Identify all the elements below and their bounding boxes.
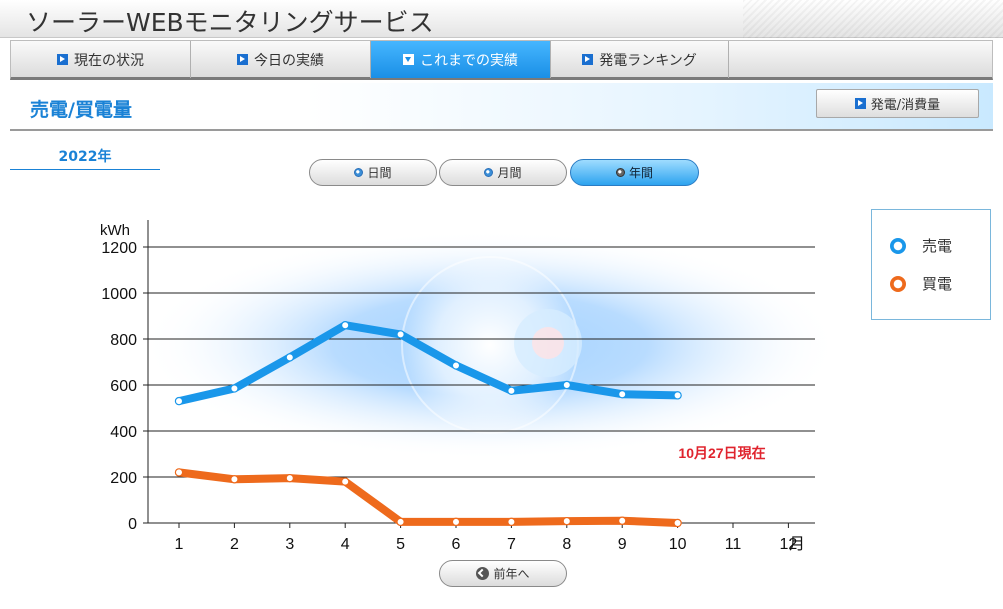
y-tick-label: 1000 bbox=[101, 286, 137, 303]
button-label: 前年へ bbox=[493, 567, 530, 581]
y-tick-label: 600 bbox=[110, 378, 137, 395]
data-point bbox=[507, 386, 516, 395]
period-daily-button[interactable]: 日間 bbox=[309, 159, 437, 186]
tab-label: これまでの実績 bbox=[420, 52, 518, 69]
data-point bbox=[396, 330, 405, 339]
x-tick-label: 7 bbox=[507, 536, 516, 553]
data-point bbox=[341, 477, 350, 486]
arrow-right-icon bbox=[854, 98, 866, 109]
radio-icon bbox=[484, 168, 494, 177]
button-label: 発電/消費量 bbox=[870, 98, 941, 113]
chevron-left-icon bbox=[476, 567, 490, 580]
y-axis-unit-label: kWh bbox=[100, 222, 130, 239]
tab-today-results[interactable]: 今日の実績 bbox=[191, 41, 371, 78]
app-title: ソーラーWEBモニタリングサービス bbox=[26, 8, 434, 37]
period-yearly-button[interactable]: 年間 bbox=[570, 159, 699, 186]
tab-generation-ranking[interactable]: 発電ランキング bbox=[551, 41, 729, 78]
tab-label: 発電ランキング bbox=[599, 52, 697, 69]
data-point bbox=[396, 517, 405, 527]
data-point bbox=[673, 518, 682, 528]
data-point bbox=[341, 321, 350, 330]
button-label: 日間 bbox=[367, 166, 392, 180]
arrow-down-icon bbox=[403, 54, 414, 65]
x-tick-label: 3 bbox=[285, 536, 294, 553]
arrow-right-icon bbox=[582, 54, 594, 65]
previous-year-button[interactable]: 前年へ bbox=[439, 560, 567, 587]
data-point bbox=[562, 516, 572, 526]
data-point bbox=[174, 396, 184, 406]
data-point bbox=[673, 391, 682, 400]
sun-decoration bbox=[140, 230, 840, 460]
data-point bbox=[285, 473, 294, 483]
radio-icon bbox=[354, 168, 364, 177]
arrow-right-icon bbox=[57, 54, 68, 65]
x-tick-label: 10 bbox=[669, 536, 687, 553]
chart-legend: 売電 買電 bbox=[871, 209, 991, 320]
data-point bbox=[174, 468, 184, 477]
arrow-right-icon bbox=[237, 54, 248, 65]
page-title: 売電/買電量 bbox=[30, 99, 132, 121]
y-tick-label: 1200 bbox=[101, 240, 137, 257]
data-point bbox=[451, 361, 461, 370]
legend-item-sales: 売電 bbox=[890, 235, 952, 256]
series-line-1 bbox=[175, 468, 682, 527]
y-tick-label: 0 bbox=[128, 516, 137, 533]
data-point bbox=[230, 475, 239, 484]
data-point bbox=[507, 517, 516, 527]
x-tick-label: 5 bbox=[396, 536, 405, 553]
tab-past-results[interactable]: これまでの実績 bbox=[371, 41, 551, 78]
tab-label: 今日の実績 bbox=[254, 52, 324, 69]
x-tick-label: 1 bbox=[175, 536, 184, 553]
y-tick-label: 400 bbox=[110, 424, 137, 441]
x-tick-label: 8 bbox=[562, 536, 571, 553]
data-point bbox=[230, 384, 239, 393]
y-tick-label: 800 bbox=[110, 332, 137, 349]
button-label: 月間 bbox=[497, 166, 522, 180]
data-point bbox=[618, 516, 627, 525]
x-axis-unit-label: 月 bbox=[789, 536, 805, 553]
radio-icon bbox=[615, 168, 625, 177]
tab-label: 現在の状況 bbox=[74, 52, 144, 69]
title-decoration bbox=[743, 0, 1003, 38]
x-tick-label: 2 bbox=[230, 536, 239, 553]
title-bar: ソーラーWEBモニタリングサービス bbox=[0, 0, 1003, 38]
legend-label: 買電 bbox=[922, 275, 953, 293]
legend-item-purchase: 買電 bbox=[890, 273, 952, 294]
period-monthly-button[interactable]: 月間 bbox=[439, 159, 567, 186]
as-of-date-annotation: 10月27日現在 bbox=[678, 445, 765, 461]
tab-current-status[interactable]: 現在の状況 bbox=[11, 41, 191, 78]
series-line-0 bbox=[175, 321, 682, 406]
chart-series bbox=[174, 321, 682, 528]
x-tick-label: 11 bbox=[725, 536, 742, 553]
generation-consumption-button[interactable]: 発電/消費量 bbox=[816, 89, 979, 118]
x-tick-label: 4 bbox=[341, 536, 350, 553]
x-tick-label: 6 bbox=[452, 536, 461, 553]
button-label: 年間 bbox=[628, 166, 653, 180]
legend-marker-icon bbox=[890, 275, 906, 292]
year-label: 2022年 bbox=[10, 146, 160, 170]
main-nav: 現在の状況 今日の実績 これまでの実績 発電ランキング bbox=[10, 40, 993, 80]
legend-label: 売電 bbox=[922, 237, 953, 255]
data-point bbox=[562, 380, 572, 390]
x-tick-label: 9 bbox=[618, 536, 627, 553]
section-header: 売電/買電量 発電/消費量 bbox=[10, 83, 993, 131]
legend-marker-icon bbox=[890, 237, 906, 254]
data-point bbox=[285, 353, 294, 362]
x-tick-label: 12 bbox=[780, 536, 798, 553]
data-point bbox=[451, 517, 461, 527]
data-point bbox=[618, 390, 627, 399]
y-tick-label: 200 bbox=[110, 470, 137, 487]
